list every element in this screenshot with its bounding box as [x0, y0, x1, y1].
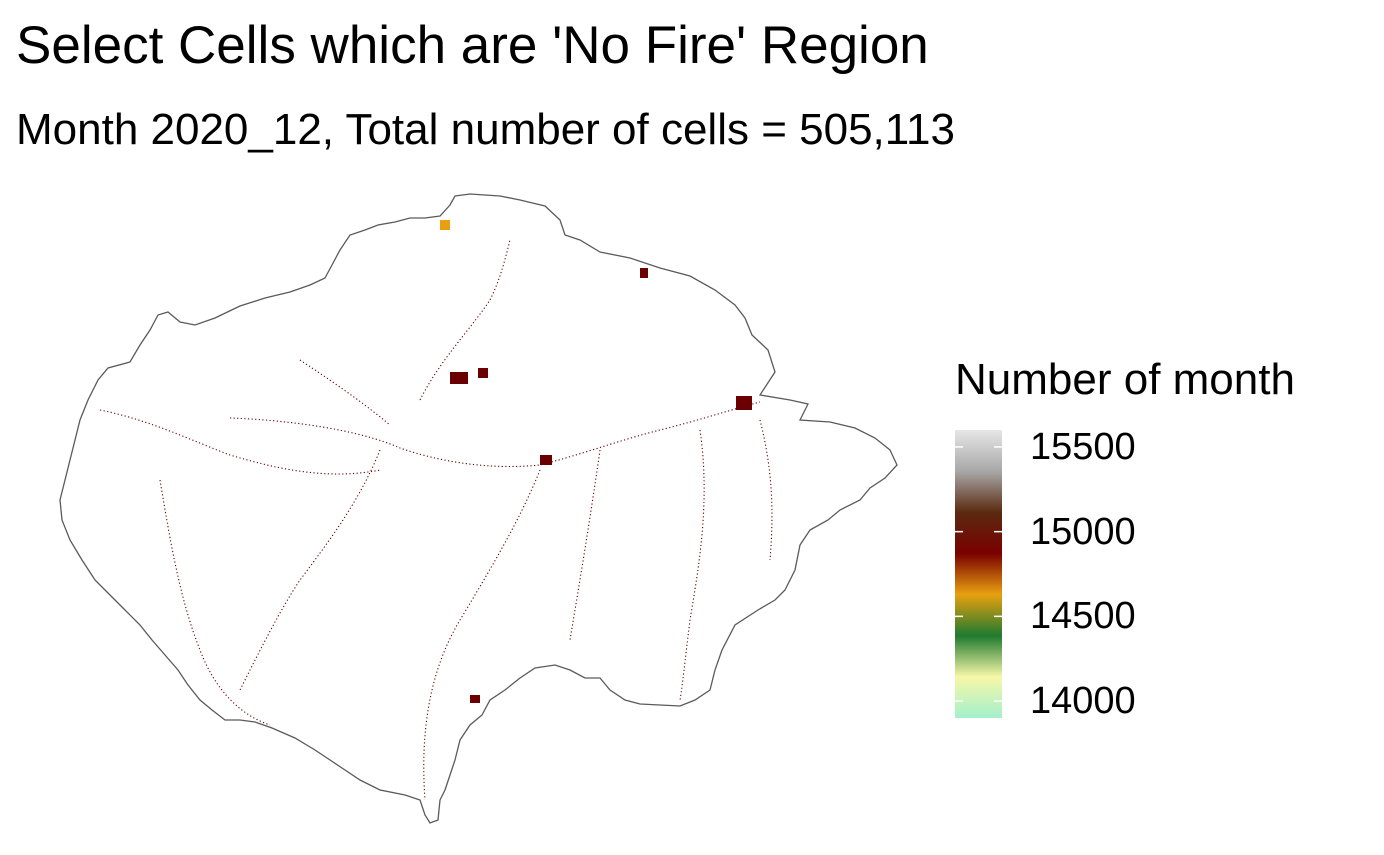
cell-cluster — [470, 695, 480, 703]
cell-cluster — [736, 396, 752, 410]
cell-cluster — [640, 268, 648, 278]
legend: Number of month 15500 15000 14500 14000 — [955, 355, 1375, 720]
legend-title: Number of month — [955, 355, 1295, 404]
colorbar-ticks — [955, 446, 1002, 702]
river-channel — [419, 239, 511, 401]
cell-cluster — [540, 455, 552, 465]
river-channel — [299, 359, 391, 426]
map-subtitle: Month 2020_12, Total number of cells = 5… — [16, 105, 955, 154]
cell-cluster — [478, 368, 488, 378]
legend-tick-label: 15000 — [1030, 510, 1136, 553]
legend-colorbar — [955, 430, 1002, 718]
main-river-channel — [229, 401, 761, 467]
cell-clusters — [440, 220, 752, 703]
map-title: Select Cells which are 'No Fire' Region — [16, 16, 929, 75]
legend-tick-label: 14000 — [1030, 680, 1136, 723]
colorbar-fill — [955, 430, 1002, 718]
river-channel — [99, 409, 381, 475]
river-channel — [423, 469, 541, 801]
cell-cluster — [440, 220, 450, 230]
cell-cluster — [450, 372, 468, 384]
legend-tick-label: 15500 — [1030, 425, 1136, 468]
legend-tick-label: 14500 — [1030, 595, 1136, 638]
no-fire-cells — [99, 239, 773, 801]
region-boundary — [59, 193, 898, 824]
river-channel — [679, 429, 705, 701]
